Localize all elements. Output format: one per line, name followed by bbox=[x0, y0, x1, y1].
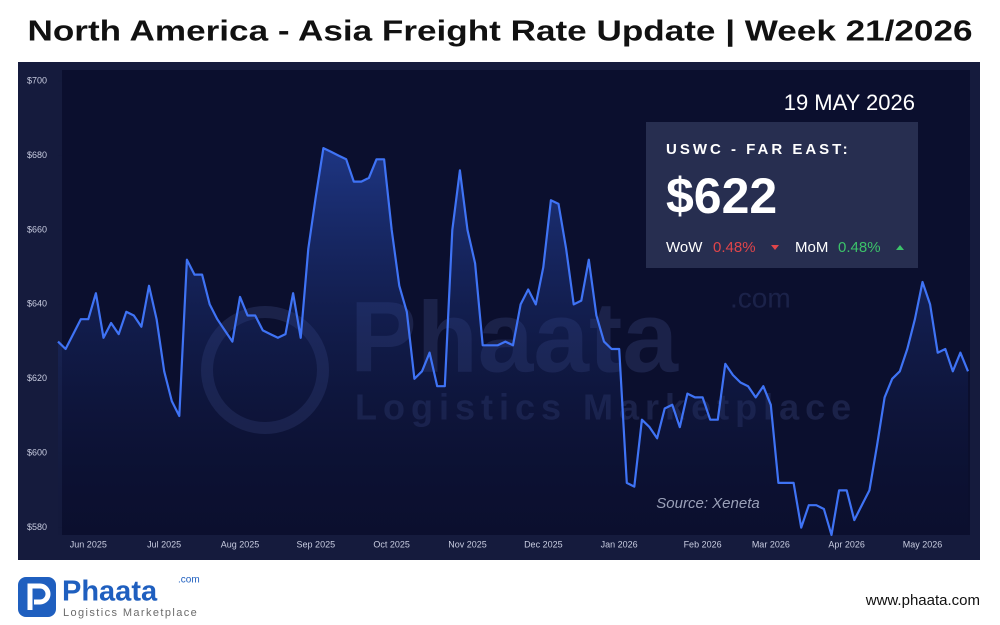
down-arrow bbox=[771, 245, 779, 250]
source: Source: Xeneta bbox=[656, 495, 759, 512]
watermark-tld: .com bbox=[730, 282, 791, 313]
x-tick-label: May 2026 bbox=[903, 539, 943, 549]
title: North America - Asia Freight Rate Update… bbox=[28, 16, 973, 48]
x-tick-label: Jul 2025 bbox=[147, 539, 181, 549]
up-arrow bbox=[896, 245, 904, 250]
logo-icon bbox=[18, 577, 56, 617]
x-tick-label: Sep 2025 bbox=[297, 539, 336, 549]
x-tick-label: Mar 2026 bbox=[752, 539, 790, 549]
x-tick-label: Dec 2025 bbox=[524, 539, 563, 549]
x-tick-label: Feb 2026 bbox=[684, 539, 722, 549]
url: www.phaata.com bbox=[865, 592, 980, 609]
date: 19 MAY 2026 bbox=[784, 90, 915, 115]
route: USWC - FAR EAST: bbox=[666, 141, 851, 158]
mom-value: 0.48% bbox=[838, 239, 881, 256]
wow-value: 0.48% bbox=[713, 239, 756, 256]
x-tick-label: Oct 2025 bbox=[373, 539, 410, 549]
stat-box bbox=[646, 122, 918, 268]
line bbox=[57, 147, 970, 537]
x-tick-label: Nov 2025 bbox=[448, 539, 487, 549]
x-tick-label: Aug 2025 bbox=[221, 539, 260, 549]
brand-tld: .com bbox=[178, 575, 200, 586]
y-tick-label: $700 bbox=[27, 76, 47, 86]
x-tick-label: Apr 2026 bbox=[828, 539, 865, 549]
y-tick-label: $580 bbox=[27, 522, 47, 532]
y-tick-label: $660 bbox=[27, 224, 47, 234]
brand-name: Phaata bbox=[62, 576, 158, 608]
logo-p bbox=[27, 583, 51, 610]
y-tick-label: $620 bbox=[27, 373, 47, 383]
price: $622 bbox=[666, 168, 777, 224]
y-tick-label: $680 bbox=[27, 150, 47, 160]
x-tick-label: Jun 2025 bbox=[70, 539, 107, 549]
x-tick-label: Jan 2026 bbox=[601, 539, 638, 549]
mom-label: MoM bbox=[795, 239, 828, 256]
y-tick-label: $600 bbox=[27, 448, 47, 458]
y-tick-label: $640 bbox=[27, 299, 47, 309]
brand-tagline: Logistics Marketplace bbox=[63, 607, 198, 619]
wow-label: WoW bbox=[666, 239, 703, 256]
plot: $580 $600 $620 $640 $660 $680 $700 Jun 2025 Jul … bbox=[27, 76, 970, 549]
area bbox=[58, 148, 968, 535]
